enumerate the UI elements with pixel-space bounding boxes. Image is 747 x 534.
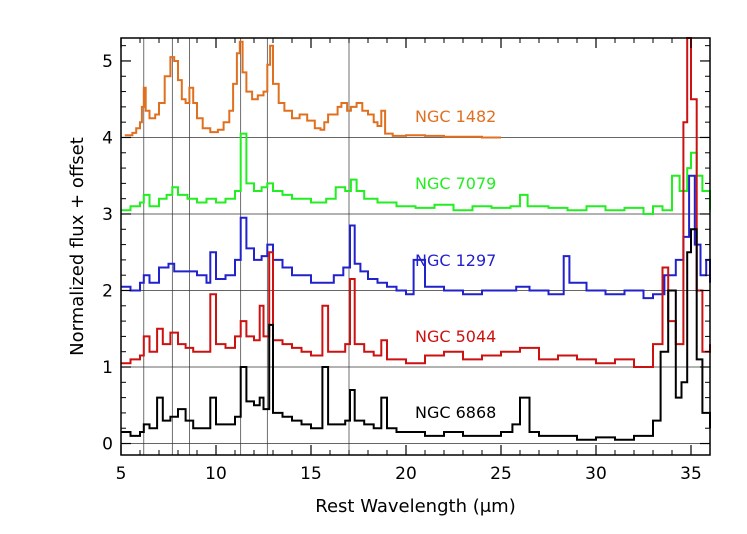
y-tick-label-2: 2 bbox=[102, 281, 113, 301]
series-line-ngc-1482 bbox=[124, 40, 501, 139]
series-group bbox=[121, 37, 711, 441]
series-label-4: NGC 6868 bbox=[415, 403, 496, 422]
x-tick-label-4: 25 bbox=[490, 464, 512, 484]
x-tick-label-1: 10 bbox=[205, 464, 227, 484]
y-tick-label-1: 1 bbox=[102, 358, 113, 378]
axis-ticks: 5 10 15 20 25 30 35 0 1 2 3 4 5 bbox=[102, 38, 711, 484]
x-tick-label-3: 20 bbox=[395, 464, 417, 484]
reference-lines bbox=[121, 38, 710, 455]
series-label-3: NGC 5044 bbox=[415, 327, 496, 346]
x-axis-label: Rest Wavelength (μm) bbox=[315, 496, 515, 517]
y-tick-label-4: 4 bbox=[102, 128, 113, 148]
x-tick-label-2: 15 bbox=[300, 464, 322, 484]
series-labels: NGC 1482 NGC 7079 NGC 1297 NGC 5044 NGC 6868 bbox=[415, 107, 496, 422]
series-line-ngc-5044 bbox=[121, 37, 711, 368]
y-tick-label-0: 0 bbox=[102, 435, 113, 455]
series-line-ngc-6868 bbox=[121, 228, 711, 441]
series-line-ngc-7079 bbox=[121, 132, 711, 215]
x-tick-label-5: 30 bbox=[585, 464, 607, 484]
series-line-ngc-1297 bbox=[121, 174, 711, 300]
plot-frame bbox=[120, 37, 711, 456]
y-tick-label-3: 3 bbox=[102, 205, 113, 225]
series-label-0: NGC 1482 bbox=[415, 107, 496, 126]
y-tick-label-5: 5 bbox=[102, 52, 113, 72]
y-axis-label: Normalized flux + offset bbox=[67, 137, 88, 356]
series-label-2: NGC 1297 bbox=[415, 251, 496, 270]
x-tick-label-0: 5 bbox=[116, 464, 127, 484]
x-tick-label-6: 35 bbox=[680, 464, 702, 484]
series-label-1: NGC 7079 bbox=[415, 174, 496, 193]
